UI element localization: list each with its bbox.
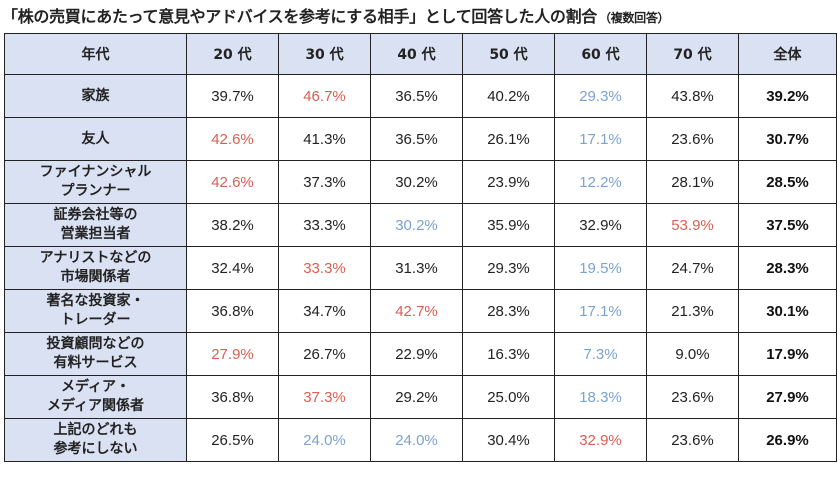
table-body: 家族 39.7% 46.7% 36.5% 40.2% 29.3% 43.8% 39.2% 友人 4… <box>4 74 837 462</box>
header-row: 年代 20 代 30 代 40 代 50 代 60 代 70 代全体 <box>4 33 837 75</box>
row-label: メディア・ メディア関係者 <box>4 375 187 419</box>
data-cell: 24.0% <box>370 418 463 462</box>
table-row: アナリストなどの 市場関係者 32.4% 33.3% 31.3% 29.3% 19.5% 2… <box>4 246 837 290</box>
data-cell: 23.6% <box>646 375 739 419</box>
total-cell: 39.2% <box>738 74 837 118</box>
column-header: 70 代 <box>646 33 739 75</box>
data-cell: 37.3% <box>278 375 371 419</box>
data-cell: 9.0% <box>646 332 739 376</box>
data-cell: 21.3% <box>646 289 739 333</box>
data-cell: 32.4% <box>186 246 279 290</box>
subtitle-text: （複数回答） <box>599 11 670 25</box>
column-header: 全体 <box>738 33 837 75</box>
table-row: 投資顧問などの 有料サービス 27.9% 26.7% 22.9% 16.3% 7.3% 9.… <box>4 332 837 376</box>
data-cell: 35.9% <box>462 203 555 247</box>
column-header: 20 代 <box>186 33 279 75</box>
data-cell: 23.6% <box>646 418 739 462</box>
data-cell: 33.3% <box>278 246 371 290</box>
table-row: ファイナンシャル プランナー 42.6% 37.3% 30.2% 23.9% 12.2% 2… <box>4 160 837 204</box>
row-label: 証券会社等の 営業担当者 <box>4 203 187 247</box>
data-cell: 25.0% <box>462 375 555 419</box>
data-cell: 30.2% <box>370 160 463 204</box>
data-cell: 28.3% <box>462 289 555 333</box>
data-cell: 30.4% <box>462 418 555 462</box>
data-cell: 43.8% <box>646 74 739 118</box>
data-cell: 7.3% <box>554 332 647 376</box>
data-cell: 46.7% <box>278 74 371 118</box>
data-cell: 37.3% <box>278 160 371 204</box>
data-cell: 40.2% <box>462 74 555 118</box>
data-cell: 42.7% <box>370 289 463 333</box>
total-cell: 30.1% <box>738 289 837 333</box>
data-cell: 32.9% <box>554 203 647 247</box>
data-table: 年代 20 代 30 代 40 代 50 代 60 代 70 代全体 家族 39.7% 46.… <box>4 33 837 462</box>
total-cell: 17.9% <box>738 332 837 376</box>
data-cell: 16.3% <box>462 332 555 376</box>
data-cell: 38.2% <box>186 203 279 247</box>
data-cell: 12.2% <box>554 160 647 204</box>
data-cell: 19.5% <box>554 246 647 290</box>
data-cell: 23.6% <box>646 117 739 161</box>
data-cell: 34.7% <box>278 289 371 333</box>
row-label: 家族 <box>4 74 187 118</box>
data-cell: 26.1% <box>462 117 555 161</box>
data-cell: 36.5% <box>370 74 463 118</box>
data-cell: 24.7% <box>646 246 739 290</box>
data-cell: 24.0% <box>278 418 371 462</box>
table-row: 友人 42.6% 41.3% 36.5% 26.1% 17.1% 23.6% 30.7% <box>4 117 837 161</box>
column-header: 60 代 <box>554 33 647 75</box>
data-cell: 53.9% <box>646 203 739 247</box>
data-cell: 33.3% <box>278 203 371 247</box>
data-cell: 30.2% <box>370 203 463 247</box>
data-cell: 29.2% <box>370 375 463 419</box>
table-row: 上記のどれも 参考にしない 26.5% 24.0% 24.0% 30.4% 32.9% 23… <box>4 418 837 462</box>
column-header: 50 代 <box>462 33 555 75</box>
row-label: 著名な投資家・ トレーダー <box>4 289 187 333</box>
table-row: 証券会社等の 営業担当者 38.2% 33.3% 30.2% 35.9% 32.9% 53.… <box>4 203 837 247</box>
row-label: ファイナンシャル プランナー <box>4 160 187 204</box>
table-row: 著名な投資家・ トレーダー 36.8% 34.7% 42.7% 28.3% 17.1% 21… <box>4 289 837 333</box>
chart-title: 「株の売買にあたって意見やアドバイスを参考にする相手」として回答した人の割合 （複… <box>2 2 670 32</box>
total-cell: 26.9% <box>738 418 837 462</box>
data-cell: 23.9% <box>462 160 555 204</box>
data-cell: 17.1% <box>554 117 647 161</box>
data-cell: 39.7% <box>186 74 279 118</box>
total-cell: 27.9% <box>738 375 837 419</box>
data-cell: 29.3% <box>554 74 647 118</box>
data-cell: 18.3% <box>554 375 647 419</box>
data-cell: 26.5% <box>186 418 279 462</box>
total-cell: 28.5% <box>738 160 837 204</box>
data-cell: 41.3% <box>278 117 371 161</box>
data-cell: 27.9% <box>186 332 279 376</box>
table-row: メディア・ メディア関係者 36.8% 37.3% 29.2% 25.0% 18.3% 23… <box>4 375 837 419</box>
data-cell: 26.7% <box>278 332 371 376</box>
row-label: 上記のどれも 参考にしない <box>4 418 187 462</box>
data-cell: 36.5% <box>370 117 463 161</box>
data-cell: 17.1% <box>554 289 647 333</box>
data-cell: 36.8% <box>186 289 279 333</box>
table-row: 家族 39.7% 46.7% 36.5% 40.2% 29.3% 43.8% 39.2% <box>4 74 837 118</box>
data-cell: 29.3% <box>462 246 555 290</box>
column-header: 30 代 <box>278 33 371 75</box>
column-header: 40 代 <box>370 33 463 75</box>
header-label: 年代 <box>4 33 187 75</box>
total-cell: 30.7% <box>738 117 837 161</box>
data-cell: 22.9% <box>370 332 463 376</box>
data-cell: 32.9% <box>554 418 647 462</box>
title-text: 「株の売買にあたって意見やアドバイスを参考にする相手」として回答した人の割合 <box>2 7 598 26</box>
data-cell: 42.6% <box>186 160 279 204</box>
data-cell: 36.8% <box>186 375 279 419</box>
data-cell: 28.1% <box>646 160 739 204</box>
data-cell: 42.6% <box>186 117 279 161</box>
row-label: アナリストなどの 市場関係者 <box>4 246 187 290</box>
row-label: 友人 <box>4 117 187 161</box>
row-label: 投資顧問などの 有料サービス <box>4 332 187 376</box>
data-cell: 31.3% <box>370 246 463 290</box>
total-cell: 37.5% <box>738 203 837 247</box>
total-cell: 28.3% <box>738 246 837 290</box>
